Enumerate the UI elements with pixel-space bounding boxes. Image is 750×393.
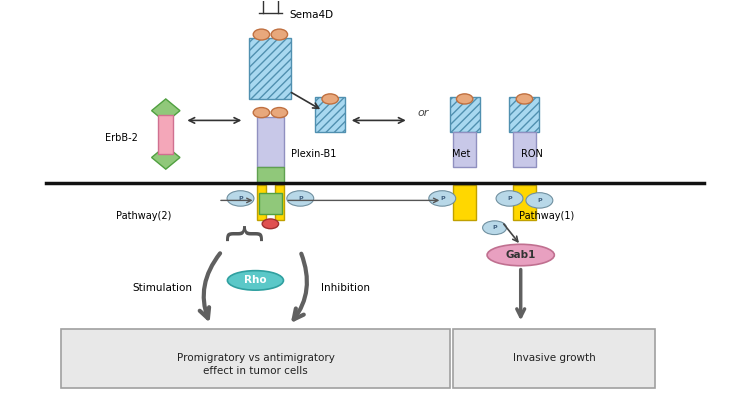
Ellipse shape (254, 29, 270, 40)
Text: or: or (418, 108, 429, 118)
Ellipse shape (526, 193, 553, 208)
FancyBboxPatch shape (509, 97, 539, 132)
FancyBboxPatch shape (454, 132, 476, 167)
Text: Promigratory vs antimigratory: Promigratory vs antimigratory (176, 353, 334, 364)
FancyBboxPatch shape (260, 193, 281, 214)
Ellipse shape (262, 219, 278, 229)
Text: P: P (492, 225, 496, 230)
FancyBboxPatch shape (513, 185, 535, 220)
Ellipse shape (227, 271, 284, 290)
FancyBboxPatch shape (450, 97, 479, 132)
FancyBboxPatch shape (257, 185, 266, 220)
Ellipse shape (322, 94, 338, 104)
Ellipse shape (457, 94, 473, 104)
Text: P: P (537, 198, 542, 203)
Text: Invasive growth: Invasive growth (513, 353, 596, 364)
Text: P: P (238, 196, 243, 201)
FancyBboxPatch shape (250, 39, 291, 99)
Ellipse shape (272, 108, 287, 118)
FancyBboxPatch shape (158, 114, 173, 154)
Text: effect in tumor cells: effect in tumor cells (203, 366, 308, 376)
Text: P: P (298, 196, 302, 201)
Text: Rho: Rho (244, 275, 267, 285)
Ellipse shape (227, 191, 254, 206)
Text: Stimulation: Stimulation (132, 283, 192, 293)
Text: ErbB-2: ErbB-2 (104, 133, 137, 143)
Ellipse shape (482, 221, 506, 235)
Text: }: } (221, 217, 260, 241)
Polygon shape (152, 99, 180, 122)
Text: Gab1: Gab1 (506, 250, 536, 260)
FancyBboxPatch shape (257, 167, 284, 183)
Text: Met: Met (452, 149, 470, 159)
FancyBboxPatch shape (513, 132, 535, 167)
Text: Inhibition: Inhibition (320, 283, 370, 293)
Text: P: P (440, 196, 445, 201)
Ellipse shape (272, 29, 287, 40)
Text: Sema4D: Sema4D (289, 10, 333, 20)
Ellipse shape (496, 191, 523, 206)
Text: Plexin-B1: Plexin-B1 (291, 149, 337, 159)
Polygon shape (152, 146, 180, 169)
Text: Pathway(2): Pathway(2) (116, 211, 171, 221)
FancyBboxPatch shape (257, 116, 284, 167)
Ellipse shape (429, 191, 456, 206)
Ellipse shape (286, 191, 314, 206)
FancyBboxPatch shape (315, 97, 345, 132)
FancyBboxPatch shape (274, 185, 284, 220)
FancyBboxPatch shape (454, 185, 476, 220)
Text: RON: RON (521, 149, 543, 159)
Text: Pathway(1): Pathway(1) (519, 211, 574, 221)
Text: P: P (507, 196, 512, 201)
Ellipse shape (487, 244, 554, 266)
Ellipse shape (516, 94, 532, 104)
FancyBboxPatch shape (454, 329, 656, 388)
Ellipse shape (254, 108, 270, 118)
FancyBboxPatch shape (62, 329, 450, 388)
